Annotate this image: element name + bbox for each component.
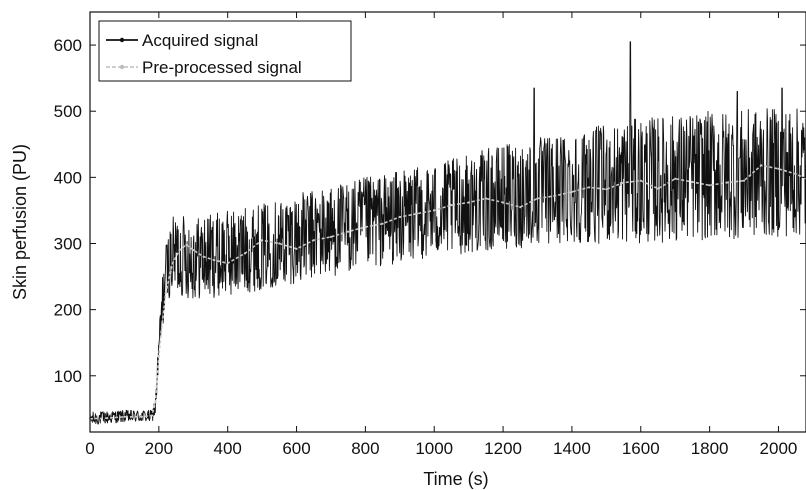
- preprocessed-signal-point: [329, 235, 333, 238]
- preprocessed-signal-point: [164, 292, 167, 295]
- preprocessed-signal-point: [157, 354, 160, 357]
- preprocessed-signal-point: [502, 201, 505, 204]
- preprocessed-signal-point: [656, 187, 660, 190]
- preprocessed-signal-point: [202, 255, 205, 258]
- series-preprocessed-signal-line: [89, 164, 806, 420]
- x-tick-label: 1000: [415, 439, 453, 458]
- y-tick-label: 600: [54, 36, 82, 55]
- preprocessed-signal-point: [588, 186, 591, 189]
- x-tick-label: 600: [282, 439, 310, 458]
- preprocessed-signal-point: [725, 181, 728, 184]
- preprocessed-signal-point: [150, 414, 154, 417]
- preprocessed-signal-point: [433, 209, 436, 212]
- x-tick-label: 400: [214, 439, 242, 458]
- x-axis-label: Time (s): [423, 469, 488, 489]
- series-layer: [88, 41, 806, 425]
- preprocessed-signal-point: [178, 249, 181, 252]
- preprocessed-signal-point: [674, 177, 677, 180]
- preprocessed-signal-point: [777, 167, 780, 170]
- preprocessed-signal-point: [278, 242, 281, 245]
- x-tick-label: 800: [351, 439, 379, 458]
- legend: Acquired signal Pre-processed signal: [98, 20, 352, 82]
- preprocessed-signal-point: [570, 190, 574, 193]
- x-tick-label: 2000: [760, 439, 798, 458]
- preprocessed-signal-point: [450, 204, 453, 207]
- tick-label-layer: 0 200 400 600 800 1000 1200 1400 1600 1800 2000 100…: [54, 36, 798, 458]
- x-tick-label: 1400: [553, 439, 591, 458]
- preprocessed-signal-point: [536, 197, 539, 200]
- preprocessed-signal-point: [794, 172, 797, 176]
- preprocessed-signal-point: [519, 206, 522, 209]
- y-tick-label: 500: [54, 102, 82, 121]
- preprocessed-signal-point: [553, 194, 556, 197]
- preprocessed-signal-point: [708, 184, 711, 187]
- legend-marker-preprocessed: [119, 64, 125, 70]
- preprocessed-signal-point: [398, 215, 401, 219]
- x-tick-label: 0: [85, 439, 94, 458]
- preprocessed-signal-point: [622, 181, 625, 184]
- preprocessed-signal-point: [295, 247, 298, 250]
- plot-frame: [89, 11, 806, 433]
- preprocessed-signal-point: [605, 188, 608, 191]
- preprocessed-signal-point: [312, 239, 315, 242]
- x-tick-label: 1200: [484, 439, 522, 458]
- preprocessed-signal-point: [467, 201, 470, 204]
- x-tick-label: 200: [145, 439, 173, 458]
- preprocessed-signal-point: [742, 179, 746, 182]
- legend-label-acquired: Acquired signal: [142, 31, 258, 50]
- preprocessed-signal-point: [484, 197, 487, 200]
- preprocessed-signal-point: [347, 230, 350, 233]
- preprocessed-signal-point: [154, 401, 157, 404]
- legend-label-preprocessed: Pre-processed signal: [142, 58, 302, 77]
- preprocessed-signal-point: [691, 180, 694, 184]
- preprocessed-signal-point: [161, 321, 164, 324]
- preprocessed-signal-point: [381, 222, 384, 225]
- preprocessed-signal-point: [364, 225, 367, 229]
- preprocessed-signal-point: [185, 243, 188, 246]
- legend-box: [98, 20, 352, 82]
- y-axis-label: Skin perfusion (PU): [10, 144, 30, 300]
- preprocessed-signal-point: [226, 262, 229, 265]
- x-tick-label: 1600: [622, 439, 660, 458]
- series-acquired-signal-line: [89, 41, 806, 425]
- preprocessed-signal-point: [243, 252, 246, 255]
- preprocessed-signal-point: [140, 415, 143, 418]
- preprocessed-signal-point: [760, 164, 763, 167]
- preprocessed-signal-point: [639, 179, 642, 182]
- y-tick-label: 100: [54, 367, 82, 386]
- legend-marker-acquired: [119, 37, 125, 43]
- y-tick-label: 400: [54, 168, 82, 187]
- tick-layer: [89, 12, 806, 432]
- y-tick-label: 200: [54, 301, 82, 320]
- preprocessed-signal-point: [192, 249, 195, 252]
- preprocessed-signal-point: [261, 239, 264, 242]
- x-tick-label: 1800: [691, 439, 729, 458]
- preprocessed-signal-point: [106, 417, 109, 420]
- preprocessed-signal-point: [123, 415, 126, 418]
- preprocessed-signal-point: [171, 262, 174, 265]
- preprocessed-signal-point: [212, 258, 215, 262]
- preprocessed-signal-point: [415, 212, 419, 215]
- y-tick-label: 300: [54, 234, 82, 253]
